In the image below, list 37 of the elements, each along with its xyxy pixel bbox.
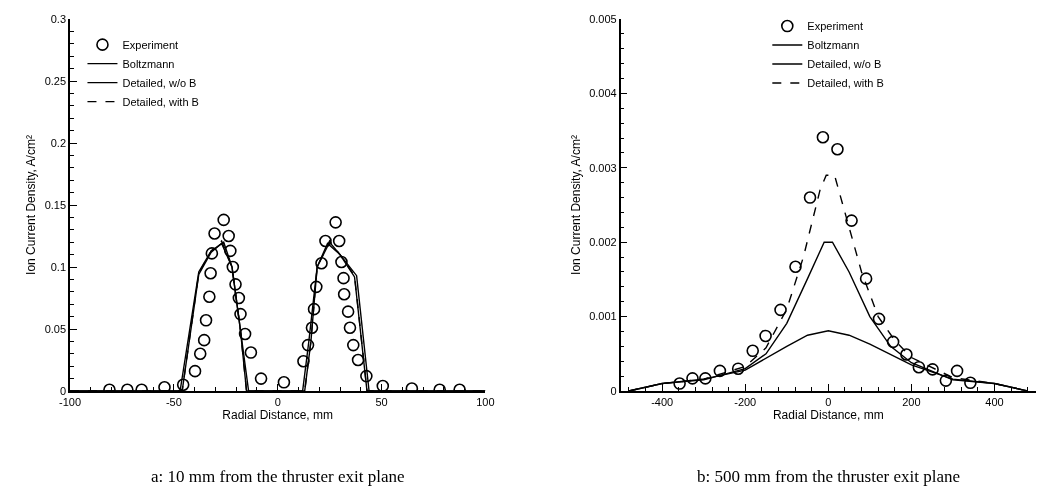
y-tick-label: 0.005 bbox=[589, 12, 617, 25]
y-tick-label: 0.2 bbox=[50, 136, 67, 149]
y-tick-label: 0.3 bbox=[50, 12, 67, 25]
y-axis-title: Ion Current Density, A/cm² bbox=[568, 135, 583, 275]
legend-label: Experiment bbox=[122, 38, 179, 51]
x-tick-label: -400 bbox=[651, 395, 674, 408]
x-axis-title: Radial Distance, mm bbox=[772, 408, 884, 423]
legend-label: Detailed, with B bbox=[122, 95, 199, 108]
y-tick-label: 0.05 bbox=[44, 322, 67, 335]
legend-label: Detailed, with B bbox=[807, 77, 884, 90]
x-tick-label: 50 bbox=[375, 395, 388, 408]
y-tick-label: 0 bbox=[59, 384, 67, 397]
y-tick-label: 0.003 bbox=[589, 161, 617, 174]
x-tick-label: 0 bbox=[825, 395, 832, 408]
y-tick-label: 0.004 bbox=[589, 87, 617, 100]
x-tick-label: 400 bbox=[985, 395, 1004, 408]
x-tick-label: -200 bbox=[734, 395, 757, 408]
legend-label: Detailed, w/o B bbox=[122, 76, 197, 89]
legend-label: Detailed, w/o B bbox=[807, 58, 882, 71]
x-tick-label: 0 bbox=[274, 395, 281, 408]
text: a: 10 mm from the thruster exit plane bbox=[151, 467, 405, 486]
x-tick-label: 200 bbox=[902, 395, 921, 408]
y-tick-label: 0.002 bbox=[589, 236, 617, 249]
legend-label: Boltzmann bbox=[122, 57, 175, 70]
y-tick-label: 0.25 bbox=[44, 74, 67, 87]
x-tick-label: -50 bbox=[165, 395, 182, 408]
x-axis-title: Radial Distance, mm bbox=[222, 408, 334, 423]
y-tick-label: 0.1 bbox=[50, 260, 67, 273]
y-axis-title: Ion Current Density, A/cm² bbox=[24, 135, 39, 275]
y-tick-label: 0.15 bbox=[44, 198, 67, 211]
y-tick-label: 0.001 bbox=[589, 310, 617, 323]
legend-label: Boltzmann bbox=[807, 39, 860, 52]
x-tick-label: -100 bbox=[58, 395, 82, 408]
legend-label: Experiment bbox=[807, 20, 863, 33]
text: b: 500 mm from the thruster exit plane bbox=[697, 467, 960, 486]
y-tick-label: 0 bbox=[610, 384, 617, 397]
x-tick-label: 100 bbox=[476, 395, 495, 408]
